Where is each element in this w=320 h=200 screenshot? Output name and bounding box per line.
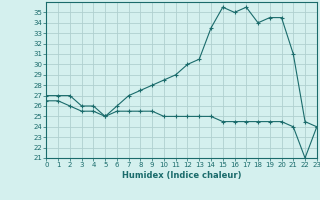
- X-axis label: Humidex (Indice chaleur): Humidex (Indice chaleur): [122, 171, 241, 180]
